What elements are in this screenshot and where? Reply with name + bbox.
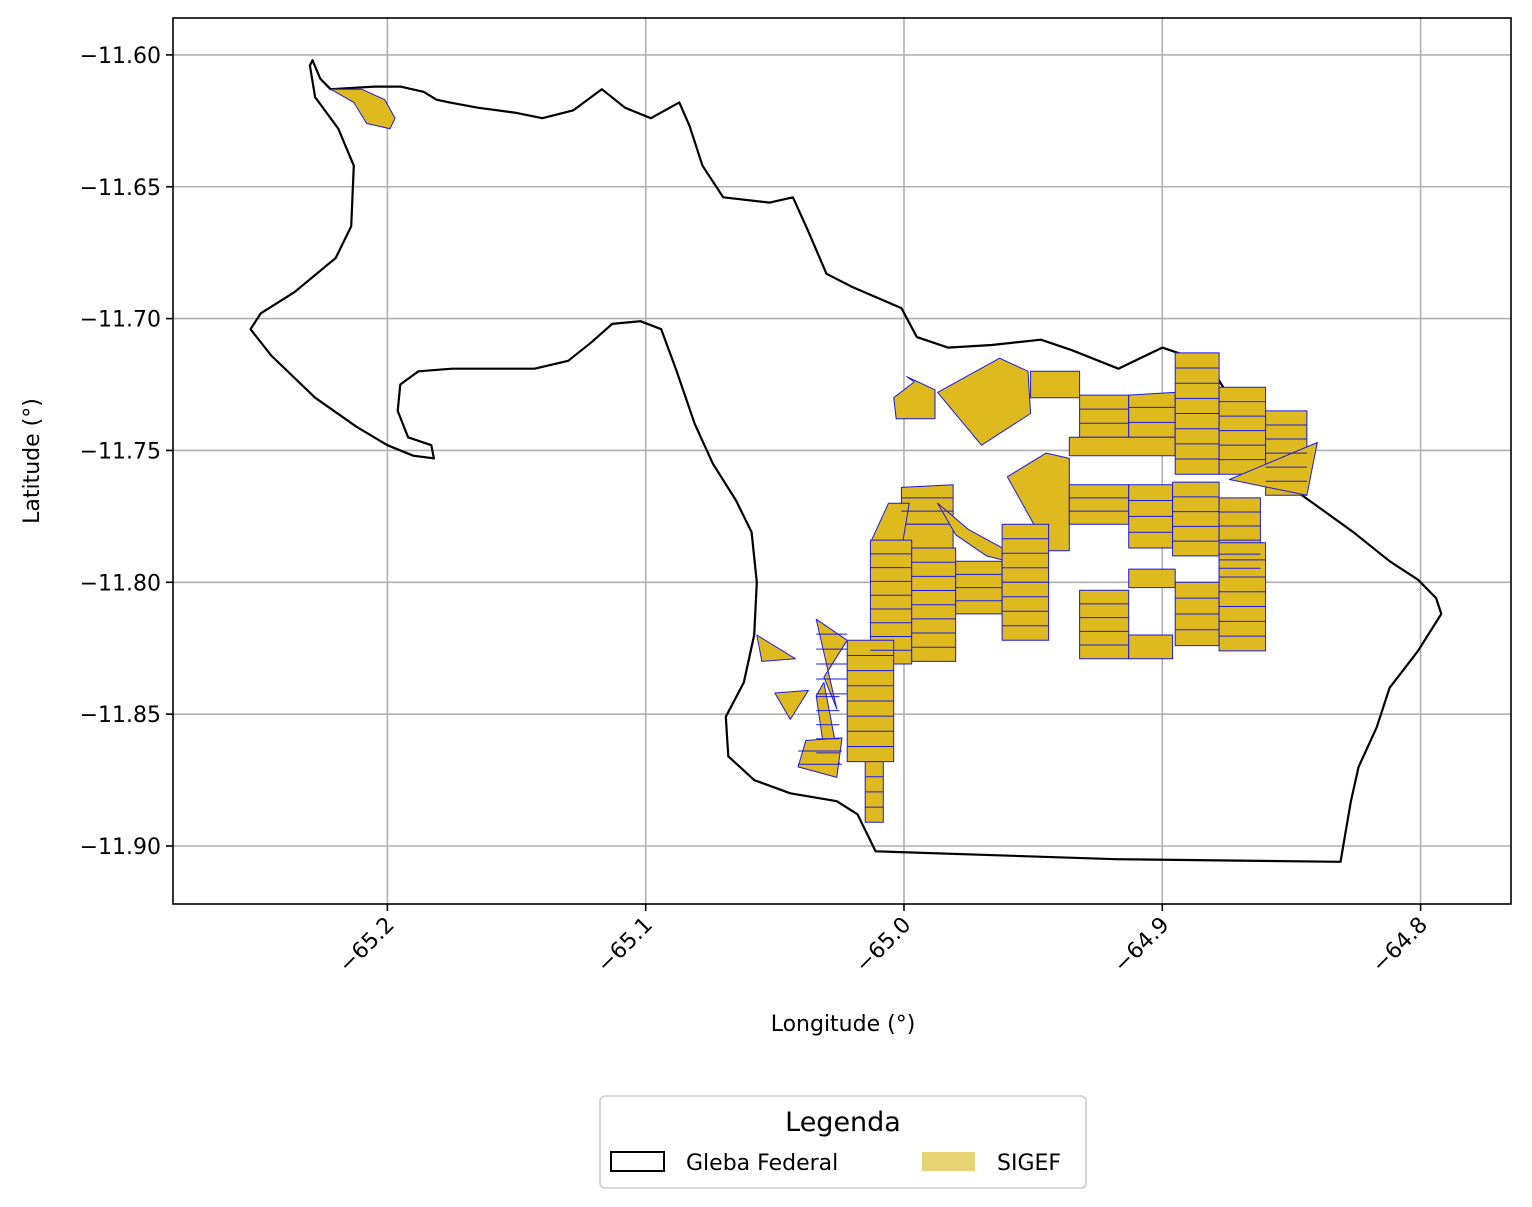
- sigef-parcel: [756, 634, 796, 662]
- y-tick: −11.70: [80, 308, 173, 333]
- y-tick: −11.90: [80, 835, 173, 860]
- sigef-parcel: [1128, 634, 1174, 660]
- grid-lines: [173, 18, 1511, 904]
- gleba-federal-boundary: [249, 59, 1443, 863]
- sigef-layer: [330, 88, 1318, 823]
- legend-sigef-label: SIGEF: [997, 1151, 1061, 1176]
- sigef-parcel: [774, 689, 809, 720]
- y-tick: −11.75: [80, 439, 173, 464]
- y-axis-ticks: −11.60 −11.65 −11.70 −11.75 −11.80 −11.85 −11.…: [80, 44, 173, 860]
- plot-area: [172, 17, 1512, 905]
- sigef-parcel: [1079, 394, 1130, 438]
- y-tick-label: −11.60: [80, 44, 161, 69]
- sigef-parcel: [1068, 436, 1176, 457]
- y-tick-label: −11.75: [80, 439, 161, 464]
- y-tick: −11.60: [80, 44, 173, 69]
- sigef-parcel: [1128, 568, 1176, 589]
- legend-gleba-label: Gleba Federal: [686, 1151, 838, 1176]
- x-axis-label: Longitude (°): [771, 1012, 916, 1037]
- sigef-parcel: [937, 357, 1032, 446]
- sigef-parcel: [1068, 484, 1130, 525]
- sigef-parcel: [1172, 481, 1220, 557]
- sigef-parcel: [1128, 391, 1176, 438]
- y-tick: −11.85: [80, 703, 173, 728]
- y-tick-label: −11.70: [80, 308, 161, 333]
- sigef-parcel: [1229, 442, 1318, 496]
- y-tick-label: −11.90: [80, 835, 161, 860]
- y-tick-label: −11.85: [80, 703, 161, 728]
- sigef-parcel: [1218, 576, 1267, 652]
- y-tick: −11.65: [80, 176, 173, 201]
- axes-frame: [172, 17, 1512, 905]
- legend-gleba-swatch: [610, 1151, 665, 1172]
- sigef-parcel: [869, 539, 913, 665]
- sigef-parcel: [893, 376, 936, 420]
- y-tick-label: −11.65: [80, 176, 161, 201]
- y-axis-label: Latitude (°): [20, 398, 45, 524]
- y-tick-label: −11.80: [80, 571, 161, 596]
- y-tick: −11.80: [80, 571, 173, 596]
- gleba-federal-layer: [249, 59, 1443, 863]
- legend-sigef-swatch: [922, 1152, 975, 1171]
- sigef-parcel: [1079, 589, 1130, 660]
- legend: Legenda Gleba Federal SIGEF: [599, 1095, 1087, 1189]
- legend-title: Legenda: [785, 1107, 901, 1138]
- sigef-parcel: [1030, 370, 1081, 399]
- sigef-parcel: [330, 88, 396, 130]
